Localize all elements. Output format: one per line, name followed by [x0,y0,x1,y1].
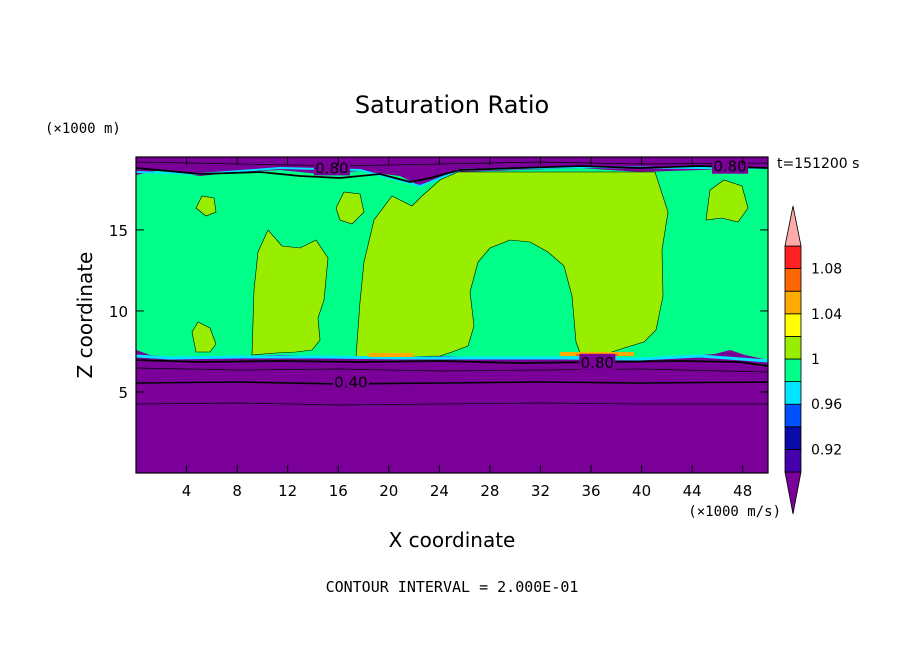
x-tick-label: 16 [329,482,348,500]
x-tick-label: 12 [278,482,297,500]
x-tick-label: 20 [379,482,398,500]
colorbar-swatch [784,426,802,450]
x-axis-label: X coordinate [389,528,516,552]
contour-line-thin-2 [136,402,768,406]
contour-line-040 [136,381,768,385]
colorbar-swatch [784,335,802,360]
region-supersaturated-small-left [191,321,217,353]
x-tick-label: 24 [430,482,449,500]
colorbar-swatch [784,381,802,405]
colorbar: 0.92 0.96 1 1.04 1.08 [784,205,842,515]
y-axis-label: Z coordinate [73,252,97,379]
x-tick-label: 4 [182,482,192,500]
x-tick-label: 48 [733,482,752,500]
contour-label-background [579,353,616,370]
contour-label: 0.80 [581,354,614,372]
colorbar-swatch [784,268,802,292]
colorbar-swatch [784,313,802,337]
chart-title: Saturation Ratio [355,91,549,119]
contour-line-upper-thin [136,161,768,167]
y-tick-label: 5 [118,384,128,402]
x-tick-label: 44 [683,482,702,500]
cloud-edge-lower [136,354,768,363]
y-tick-label: 10 [109,303,128,321]
time-label: t=151200 s [777,156,859,172]
colorbar-min-triangle [784,471,802,515]
colorbar-label: 1 [811,352,820,368]
x-tick-label: 40 [632,482,651,500]
supersaturation-peak-left [369,353,413,357]
plot-area: 0.80 0.80 0.80 0.40 [136,157,768,473]
colorbar-swatch [784,358,802,383]
plot-frame [135,156,769,474]
x-tick-label: 32 [531,482,550,500]
colorbar-swatch [784,403,802,428]
x-tick-label: 8 [232,482,242,500]
region-supersaturated-center [355,171,669,359]
contour-label: 0.80 [713,158,746,176]
contour-line-thin-1 [136,367,768,373]
contour-label-background [712,157,749,174]
y-unit-label: (×1000 m) [45,121,121,137]
contour-labels: 0.80 0.80 0.80 0.40 [313,157,749,391]
region-supersaturated-left [251,229,329,356]
colorbar-label: 0.92 [811,442,842,458]
contour-line-upper-080 [136,165,768,183]
colorbar-label: 1.08 [811,262,842,278]
contour-interval-footer: CONTOUR INTERVAL = 2.000E-01 [326,578,579,596]
y-tick-label: 15 [109,222,128,240]
contour-label-background [313,159,350,176]
region-supersaturated-top-left [195,195,217,217]
x-axis: 4 8 12 16 20 24 28 32 36 40 44 48 [182,157,752,500]
region-supersaturated-upper-right [705,179,749,223]
colorbar-swatch [784,245,802,270]
x-tick-label: 36 [581,482,600,500]
region-supersaturated-top-mid [335,191,365,225]
contour-label-background [332,373,369,390]
colorbar-swatch [784,448,802,473]
y-axis: 5 10 15 [109,222,768,402]
contour-label: 0.80 [315,159,348,177]
colorbar-swatch [784,290,802,315]
x-unit-label: (×1000 m/s) [688,504,781,520]
colorbar-max-triangle [784,205,802,247]
colorbar-label: 1.04 [811,307,842,323]
colorbar-label: 0.96 [811,397,842,413]
contour-label: 0.40 [334,373,367,391]
x-tick-label: 28 [480,482,499,500]
contour-line-lower-080 [136,359,768,367]
